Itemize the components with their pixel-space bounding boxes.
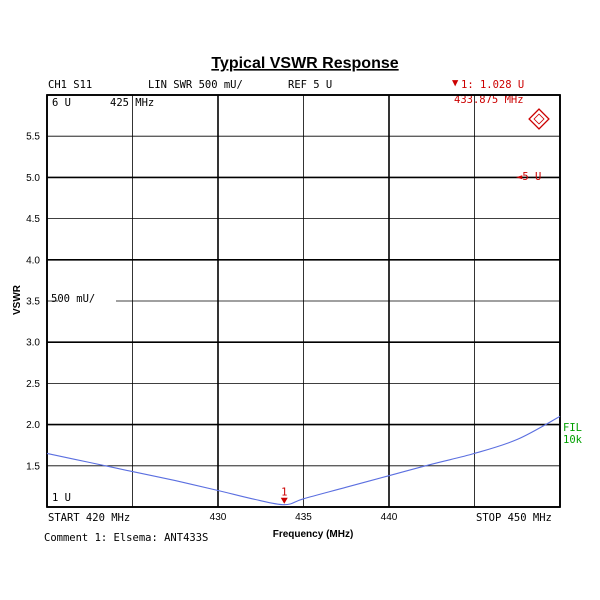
y-tick-label: 5.0 xyxy=(26,173,40,184)
y-tick-label: 4.5 xyxy=(26,214,40,225)
start-frequency-label: START 420 MHz xyxy=(48,512,130,524)
vswr-trace xyxy=(46,415,561,506)
y-axis-label: VSWR xyxy=(12,284,23,315)
x-tick-label: 435 xyxy=(295,512,312,523)
y-tick-label: 3.5 xyxy=(26,297,40,308)
y-tick-label: 1.5 xyxy=(26,461,40,472)
marker-triangle-icon xyxy=(280,497,288,504)
chart-title: Typical VSWR Response xyxy=(211,55,398,72)
y-tick-labels: 1.5 2.0 2.5 3.0 3.5 4.0 4.5 5.0 5.5 xyxy=(26,132,40,473)
x-tick-label: 430 xyxy=(210,512,227,523)
top-scale-label: 6 U xyxy=(52,97,71,109)
plot-grid xyxy=(46,94,561,508)
plot-frame xyxy=(46,94,561,508)
x-axis-label: Frequency (MHz) xyxy=(273,529,354,540)
center-frequency-label: 425 MHz xyxy=(110,97,154,109)
filter-label: FIL xyxy=(563,422,582,434)
marker-readout: 1: 1.028 U xyxy=(461,79,524,91)
marker-number: 1 xyxy=(281,487,287,499)
marker-symbol-icon: ▼ xyxy=(452,77,459,89)
reference-marker: ◄5 U xyxy=(516,171,541,183)
bottom-scale-label: 1 U xyxy=(52,492,71,504)
x-tick-labels: 430 435 440 xyxy=(210,512,398,523)
trace-marker: 1 xyxy=(280,487,288,504)
filter-value: 10k xyxy=(563,434,583,446)
logo-icon xyxy=(528,108,550,130)
comment-text: Comment 1: Elsema: ANT433S xyxy=(44,532,208,544)
format-label: LIN SWR 500 mU/ xyxy=(148,79,243,91)
y-tick-label: 4.0 xyxy=(26,255,40,266)
marker-frequency: 433.875 MHz xyxy=(454,94,524,106)
reference-label: REF 5 U xyxy=(288,79,332,91)
channel-label: CH1 S11 xyxy=(48,79,92,91)
y-tick-label: 2.0 xyxy=(26,420,40,431)
scale-division-label: 500 mU/ xyxy=(51,293,95,305)
y-tick-label: 3.0 xyxy=(26,338,40,349)
stop-frequency-label: STOP 450 MHz xyxy=(476,512,552,524)
x-tick-label: 440 xyxy=(381,512,398,523)
y-tick-label: 5.5 xyxy=(26,132,40,143)
y-tick-label: 2.5 xyxy=(26,379,40,390)
